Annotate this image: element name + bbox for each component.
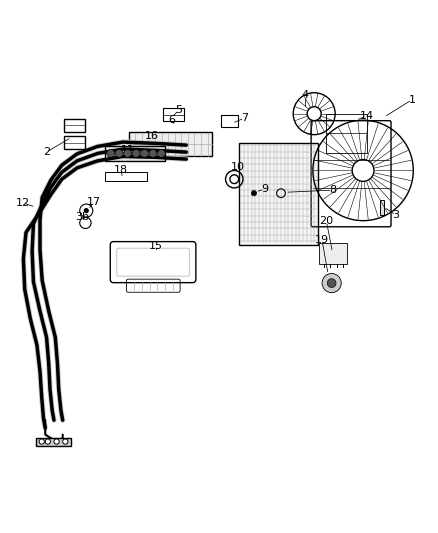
Circle shape	[115, 149, 123, 157]
Circle shape	[39, 439, 44, 444]
Text: 1: 1	[409, 95, 416, 104]
Text: 16: 16	[145, 131, 159, 141]
Text: 6: 6	[168, 115, 175, 125]
Text: 2: 2	[43, 147, 50, 157]
Circle shape	[157, 149, 165, 157]
Text: 9: 9	[261, 184, 268, 194]
Text: 18: 18	[114, 165, 128, 175]
Bar	[64, 119, 85, 132]
Text: 15: 15	[149, 240, 163, 251]
Text: 20: 20	[319, 216, 333, 226]
Text: 11: 11	[121, 146, 135, 155]
Text: 10: 10	[230, 162, 244, 172]
Text: 19: 19	[315, 235, 329, 245]
Bar	[239, 143, 318, 245]
Text: 4: 4	[302, 91, 309, 100]
Bar	[221, 115, 238, 127]
Circle shape	[141, 149, 148, 157]
Text: 3b: 3b	[75, 212, 89, 222]
Circle shape	[54, 439, 59, 444]
Text: 12: 12	[15, 198, 30, 208]
Bar	[318, 244, 347, 264]
Circle shape	[251, 190, 257, 196]
Bar	[105, 172, 148, 181]
Circle shape	[132, 149, 140, 157]
Bar	[163, 108, 184, 121]
Bar	[380, 200, 384, 215]
Circle shape	[327, 279, 336, 287]
Circle shape	[84, 208, 89, 213]
Circle shape	[149, 149, 157, 157]
Circle shape	[322, 273, 341, 293]
Bar	[64, 136, 85, 149]
Bar	[130, 132, 212, 157]
Text: 17: 17	[87, 197, 101, 207]
Circle shape	[107, 149, 115, 157]
Circle shape	[124, 149, 131, 157]
Text: 7: 7	[241, 113, 248, 123]
Text: 5: 5	[175, 105, 182, 115]
Bar	[105, 146, 165, 161]
Bar	[36, 438, 71, 446]
Circle shape	[63, 439, 68, 444]
Circle shape	[45, 439, 50, 444]
Text: 8: 8	[329, 185, 336, 195]
Text: 14: 14	[360, 111, 374, 121]
Text: 3: 3	[392, 210, 399, 220]
Bar	[326, 114, 367, 153]
